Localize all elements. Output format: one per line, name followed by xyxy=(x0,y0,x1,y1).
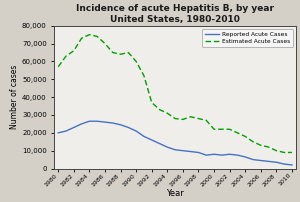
Estimated Acute Cases xyxy=(158,108,161,111)
Reported Acute Cases xyxy=(111,122,115,124)
Reported Acute Cases xyxy=(64,130,68,132)
Estimated Acute Cases xyxy=(181,118,185,121)
Reported Acute Cases xyxy=(267,160,270,163)
Estimated Acute Cases xyxy=(274,149,278,152)
Estimated Acute Cases xyxy=(142,75,146,77)
Reported Acute Cases xyxy=(134,130,138,132)
Reported Acute Cases xyxy=(72,126,76,129)
Estimated Acute Cases xyxy=(134,60,138,63)
Estimated Acute Cases xyxy=(282,151,286,154)
Estimated Acute Cases xyxy=(119,53,122,56)
Reported Acute Cases xyxy=(212,153,216,156)
Reported Acute Cases xyxy=(189,150,193,153)
Reported Acute Cases xyxy=(220,154,224,156)
Reported Acute Cases xyxy=(236,154,239,156)
Reported Acute Cases xyxy=(228,153,231,156)
Estimated Acute Cases xyxy=(150,101,154,104)
Estimated Acute Cases xyxy=(197,117,200,120)
Reported Acute Cases xyxy=(56,132,60,134)
Reported Acute Cases xyxy=(282,163,286,165)
Reported Acute Cases xyxy=(173,148,177,151)
Estimated Acute Cases xyxy=(166,112,169,114)
Reported Acute Cases xyxy=(204,154,208,156)
Estimated Acute Cases xyxy=(95,35,99,38)
X-axis label: Year: Year xyxy=(166,189,184,198)
Estimated Acute Cases xyxy=(72,49,76,52)
Reported Acute Cases xyxy=(80,123,83,125)
Reported Acute Cases xyxy=(103,121,107,123)
Reported Acute Cases xyxy=(274,161,278,163)
Reported Acute Cases xyxy=(127,126,130,129)
Estimated Acute Cases xyxy=(251,141,255,143)
Reported Acute Cases xyxy=(166,146,169,148)
Line: Reported Acute Cases: Reported Acute Cases xyxy=(58,121,292,165)
Legend: Reported Acute Cases, Estimated Acute Cases: Reported Acute Cases, Estimated Acute Ca… xyxy=(202,29,293,47)
Estimated Acute Cases xyxy=(259,144,262,146)
Reported Acute Cases xyxy=(142,135,146,138)
Estimated Acute Cases xyxy=(56,66,60,68)
Estimated Acute Cases xyxy=(228,128,231,130)
Reported Acute Cases xyxy=(243,156,247,158)
Estimated Acute Cases xyxy=(267,146,270,148)
Estimated Acute Cases xyxy=(236,132,239,134)
Estimated Acute Cases xyxy=(127,51,130,54)
Estimated Acute Cases xyxy=(80,37,83,39)
Estimated Acute Cases xyxy=(64,55,68,57)
Reported Acute Cases xyxy=(290,164,294,166)
Reported Acute Cases xyxy=(158,142,161,145)
Reported Acute Cases xyxy=(119,124,122,126)
Estimated Acute Cases xyxy=(243,135,247,138)
Estimated Acute Cases xyxy=(290,151,294,154)
Reported Acute Cases xyxy=(88,120,91,122)
Reported Acute Cases xyxy=(259,159,262,162)
Reported Acute Cases xyxy=(150,139,154,141)
Reported Acute Cases xyxy=(181,149,185,152)
Estimated Acute Cases xyxy=(173,117,177,120)
Reported Acute Cases xyxy=(95,120,99,122)
Y-axis label: Number of cases: Number of cases xyxy=(10,65,19,129)
Reported Acute Cases xyxy=(251,158,255,161)
Line: Estimated Acute Cases: Estimated Acute Cases xyxy=(58,35,292,153)
Title: Incidence of acute Hepatitis B, by year
United States, 1980-2010: Incidence of acute Hepatitis B, by year … xyxy=(76,4,274,24)
Estimated Acute Cases xyxy=(88,34,91,36)
Estimated Acute Cases xyxy=(103,42,107,45)
Estimated Acute Cases xyxy=(204,119,208,122)
Estimated Acute Cases xyxy=(212,128,216,130)
Estimated Acute Cases xyxy=(111,51,115,54)
Reported Acute Cases xyxy=(197,151,200,154)
Estimated Acute Cases xyxy=(189,116,193,118)
Estimated Acute Cases xyxy=(220,128,224,130)
